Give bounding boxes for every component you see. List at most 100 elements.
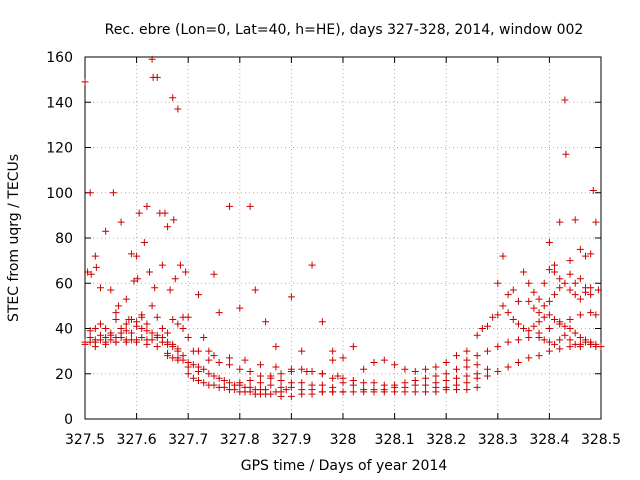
data-point xyxy=(287,293,295,301)
data-point xyxy=(92,263,100,271)
data-point xyxy=(582,288,590,296)
data-point xyxy=(102,325,110,332)
data-points xyxy=(81,55,605,400)
data-point xyxy=(566,343,574,351)
y-tick-label: 120 xyxy=(46,141,73,157)
data-point xyxy=(195,291,203,299)
data-point xyxy=(545,325,553,332)
data-point xyxy=(589,186,597,194)
data-point xyxy=(318,318,326,326)
data-point xyxy=(164,338,172,346)
data-point xyxy=(545,338,553,346)
data-point xyxy=(540,302,548,310)
data-point xyxy=(360,365,368,373)
data-point xyxy=(236,304,244,312)
data-point xyxy=(112,315,120,323)
data-point xyxy=(349,377,357,385)
data-point xyxy=(200,379,208,387)
data-point xyxy=(236,379,244,387)
data-point xyxy=(215,358,223,366)
data-point xyxy=(153,331,161,339)
data-point xyxy=(287,383,295,391)
data-point xyxy=(272,363,280,371)
data-point xyxy=(473,383,481,391)
data-point xyxy=(298,347,306,355)
data-point xyxy=(176,261,184,269)
data-point xyxy=(169,315,177,323)
x-tick-label: 327.7 xyxy=(168,432,208,448)
data-point xyxy=(272,343,280,351)
y-tick-label: 160 xyxy=(46,50,73,66)
data-point xyxy=(86,189,94,197)
data-point xyxy=(556,284,564,292)
data-point xyxy=(122,320,130,328)
data-point xyxy=(360,379,368,387)
data-point xyxy=(370,379,378,387)
data-point xyxy=(349,343,357,351)
data-point xyxy=(87,270,95,278)
data-point xyxy=(483,372,491,380)
data-point xyxy=(329,374,337,382)
data-point xyxy=(592,311,600,319)
data-point xyxy=(127,250,135,258)
x-axis-title: GPS time / Days of year 2014 xyxy=(241,458,448,474)
data-point xyxy=(174,320,182,328)
data-point xyxy=(587,291,595,299)
data-point xyxy=(582,338,590,346)
data-point xyxy=(262,318,270,326)
data-point xyxy=(525,279,533,287)
data-point xyxy=(148,302,156,310)
data-point xyxy=(561,96,569,104)
data-point xyxy=(169,94,177,102)
data-point xyxy=(86,334,94,342)
data-point xyxy=(370,386,378,394)
data-point xyxy=(102,334,110,342)
data-point xyxy=(349,388,357,396)
data-point xyxy=(277,370,285,378)
data-point xyxy=(215,374,223,382)
data-point xyxy=(442,383,450,391)
data-point xyxy=(153,343,161,351)
data-point xyxy=(195,347,203,355)
data-point xyxy=(138,311,146,319)
data-point xyxy=(545,266,553,274)
data-point xyxy=(318,370,326,378)
data-point xyxy=(81,78,89,86)
data-point xyxy=(442,370,450,378)
data-point xyxy=(122,295,130,303)
data-point xyxy=(478,325,486,332)
data-point xyxy=(166,286,174,294)
data-point xyxy=(509,286,517,294)
data-point xyxy=(562,150,570,158)
data-point xyxy=(551,291,559,299)
data-point xyxy=(463,363,471,371)
data-point xyxy=(483,347,491,355)
data-point xyxy=(215,309,223,317)
data-point xyxy=(91,343,99,351)
data-point xyxy=(463,386,471,394)
data-point xyxy=(556,318,564,326)
data-point xyxy=(453,365,461,373)
y-tick-label: 80 xyxy=(55,231,73,247)
data-point xyxy=(422,365,430,373)
data-point xyxy=(540,279,548,287)
data-point xyxy=(540,336,548,344)
data-point xyxy=(411,367,419,375)
data-point xyxy=(453,352,461,360)
data-point xyxy=(514,297,522,305)
data-point xyxy=(483,322,491,330)
data-point xyxy=(499,252,507,260)
x-tick-label: 328.3 xyxy=(478,432,518,448)
y-tick-label: 100 xyxy=(46,186,73,202)
data-point xyxy=(551,261,559,269)
data-point xyxy=(561,331,569,339)
chart-title: Rec. ebre (Lon=0, Lat=40, h=HE), days 32… xyxy=(105,22,584,38)
data-point xyxy=(530,322,538,330)
data-point xyxy=(329,347,337,355)
data-point xyxy=(256,372,264,380)
data-point xyxy=(231,386,239,394)
data-point xyxy=(267,390,275,398)
data-point xyxy=(473,352,481,360)
data-point xyxy=(308,261,316,269)
data-point xyxy=(133,252,141,260)
